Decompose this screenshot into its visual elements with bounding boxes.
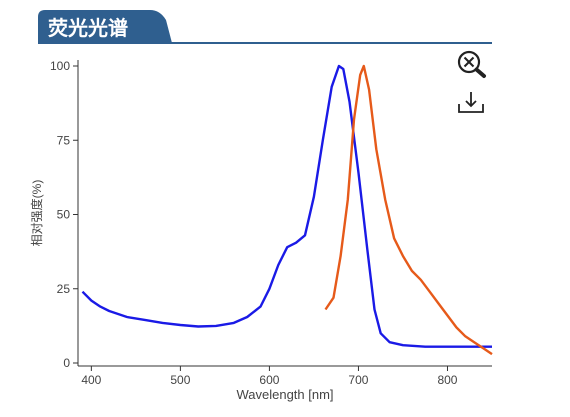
plot-area (81, 64, 493, 356)
x-tick-label: 800 (437, 373, 457, 387)
emission-spectrum-line (324, 64, 493, 356)
y-axis-label: 相对强度(%) (29, 180, 44, 247)
x-ticks: 400 500 600 700 800 (81, 366, 458, 387)
y-tick-label: 100 (50, 59, 70, 73)
y-tick-label: 50 (57, 208, 71, 222)
x-tick-label: 400 (81, 373, 101, 387)
header-tab (38, 10, 172, 43)
y-tick-label: 0 (63, 356, 70, 370)
excitation-spectrum-line (81, 64, 492, 348)
panel-title: 荧光光谱 (48, 16, 128, 40)
download-icon[interactable] (458, 92, 484, 113)
y-tick-label: 75 (57, 133, 71, 147)
x-axis-label: Wavelength [nm] (236, 387, 333, 402)
x-tick-label: 600 (259, 373, 279, 387)
x-tick-label: 700 (348, 373, 368, 387)
x-tick-label: 500 (170, 373, 190, 387)
zoom-reset-icon[interactable] (457, 50, 486, 78)
y-tick-label: 25 (57, 282, 71, 296)
y-ticks: 0 25 50 75 100 (50, 59, 78, 370)
